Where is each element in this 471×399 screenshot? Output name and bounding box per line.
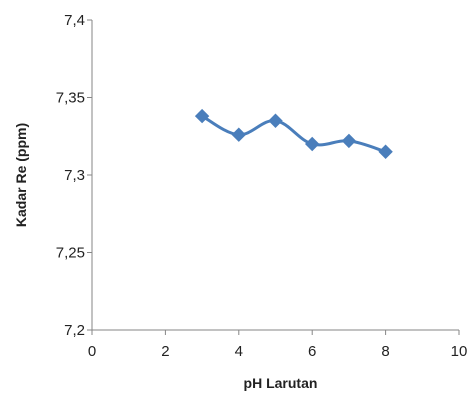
data-point-marker — [194, 108, 210, 124]
y-tick-label: 7,3 — [64, 167, 85, 184]
series-line — [201, 114, 387, 154]
x-tick-label: 8 — [381, 343, 389, 360]
y-tick-label: 7,2 — [64, 322, 85, 339]
y-tick-label: 7,4 — [64, 12, 85, 29]
x-tick-label: 10 — [451, 343, 468, 360]
x-tick-label: 0 — [88, 343, 96, 360]
data-point-marker — [231, 127, 247, 142]
x-tick-label: 4 — [235, 343, 243, 360]
series-group — [194, 108, 393, 159]
y-axis-ticks: 7,2 7,25 7,3 7,35 7,4 — [56, 12, 92, 339]
y-tick-label: 7,35 — [56, 90, 85, 107]
x-tick-label: 6 — [308, 343, 316, 360]
data-point-marker — [378, 144, 393, 159]
y-axis-title: Kadar Re (ppm) — [13, 123, 29, 227]
data-point-marker — [341, 133, 357, 149]
data-point-marker — [304, 136, 320, 152]
axes — [91, 20, 459, 331]
y-tick-label: 7,25 — [56, 245, 85, 262]
x-tick-label: 2 — [161, 343, 169, 360]
x-axis-ticks: 0 2 4 6 8 10 — [88, 330, 468, 360]
data-point-marker — [268, 113, 283, 128]
x-axis-title: pH Larutan — [244, 375, 318, 391]
